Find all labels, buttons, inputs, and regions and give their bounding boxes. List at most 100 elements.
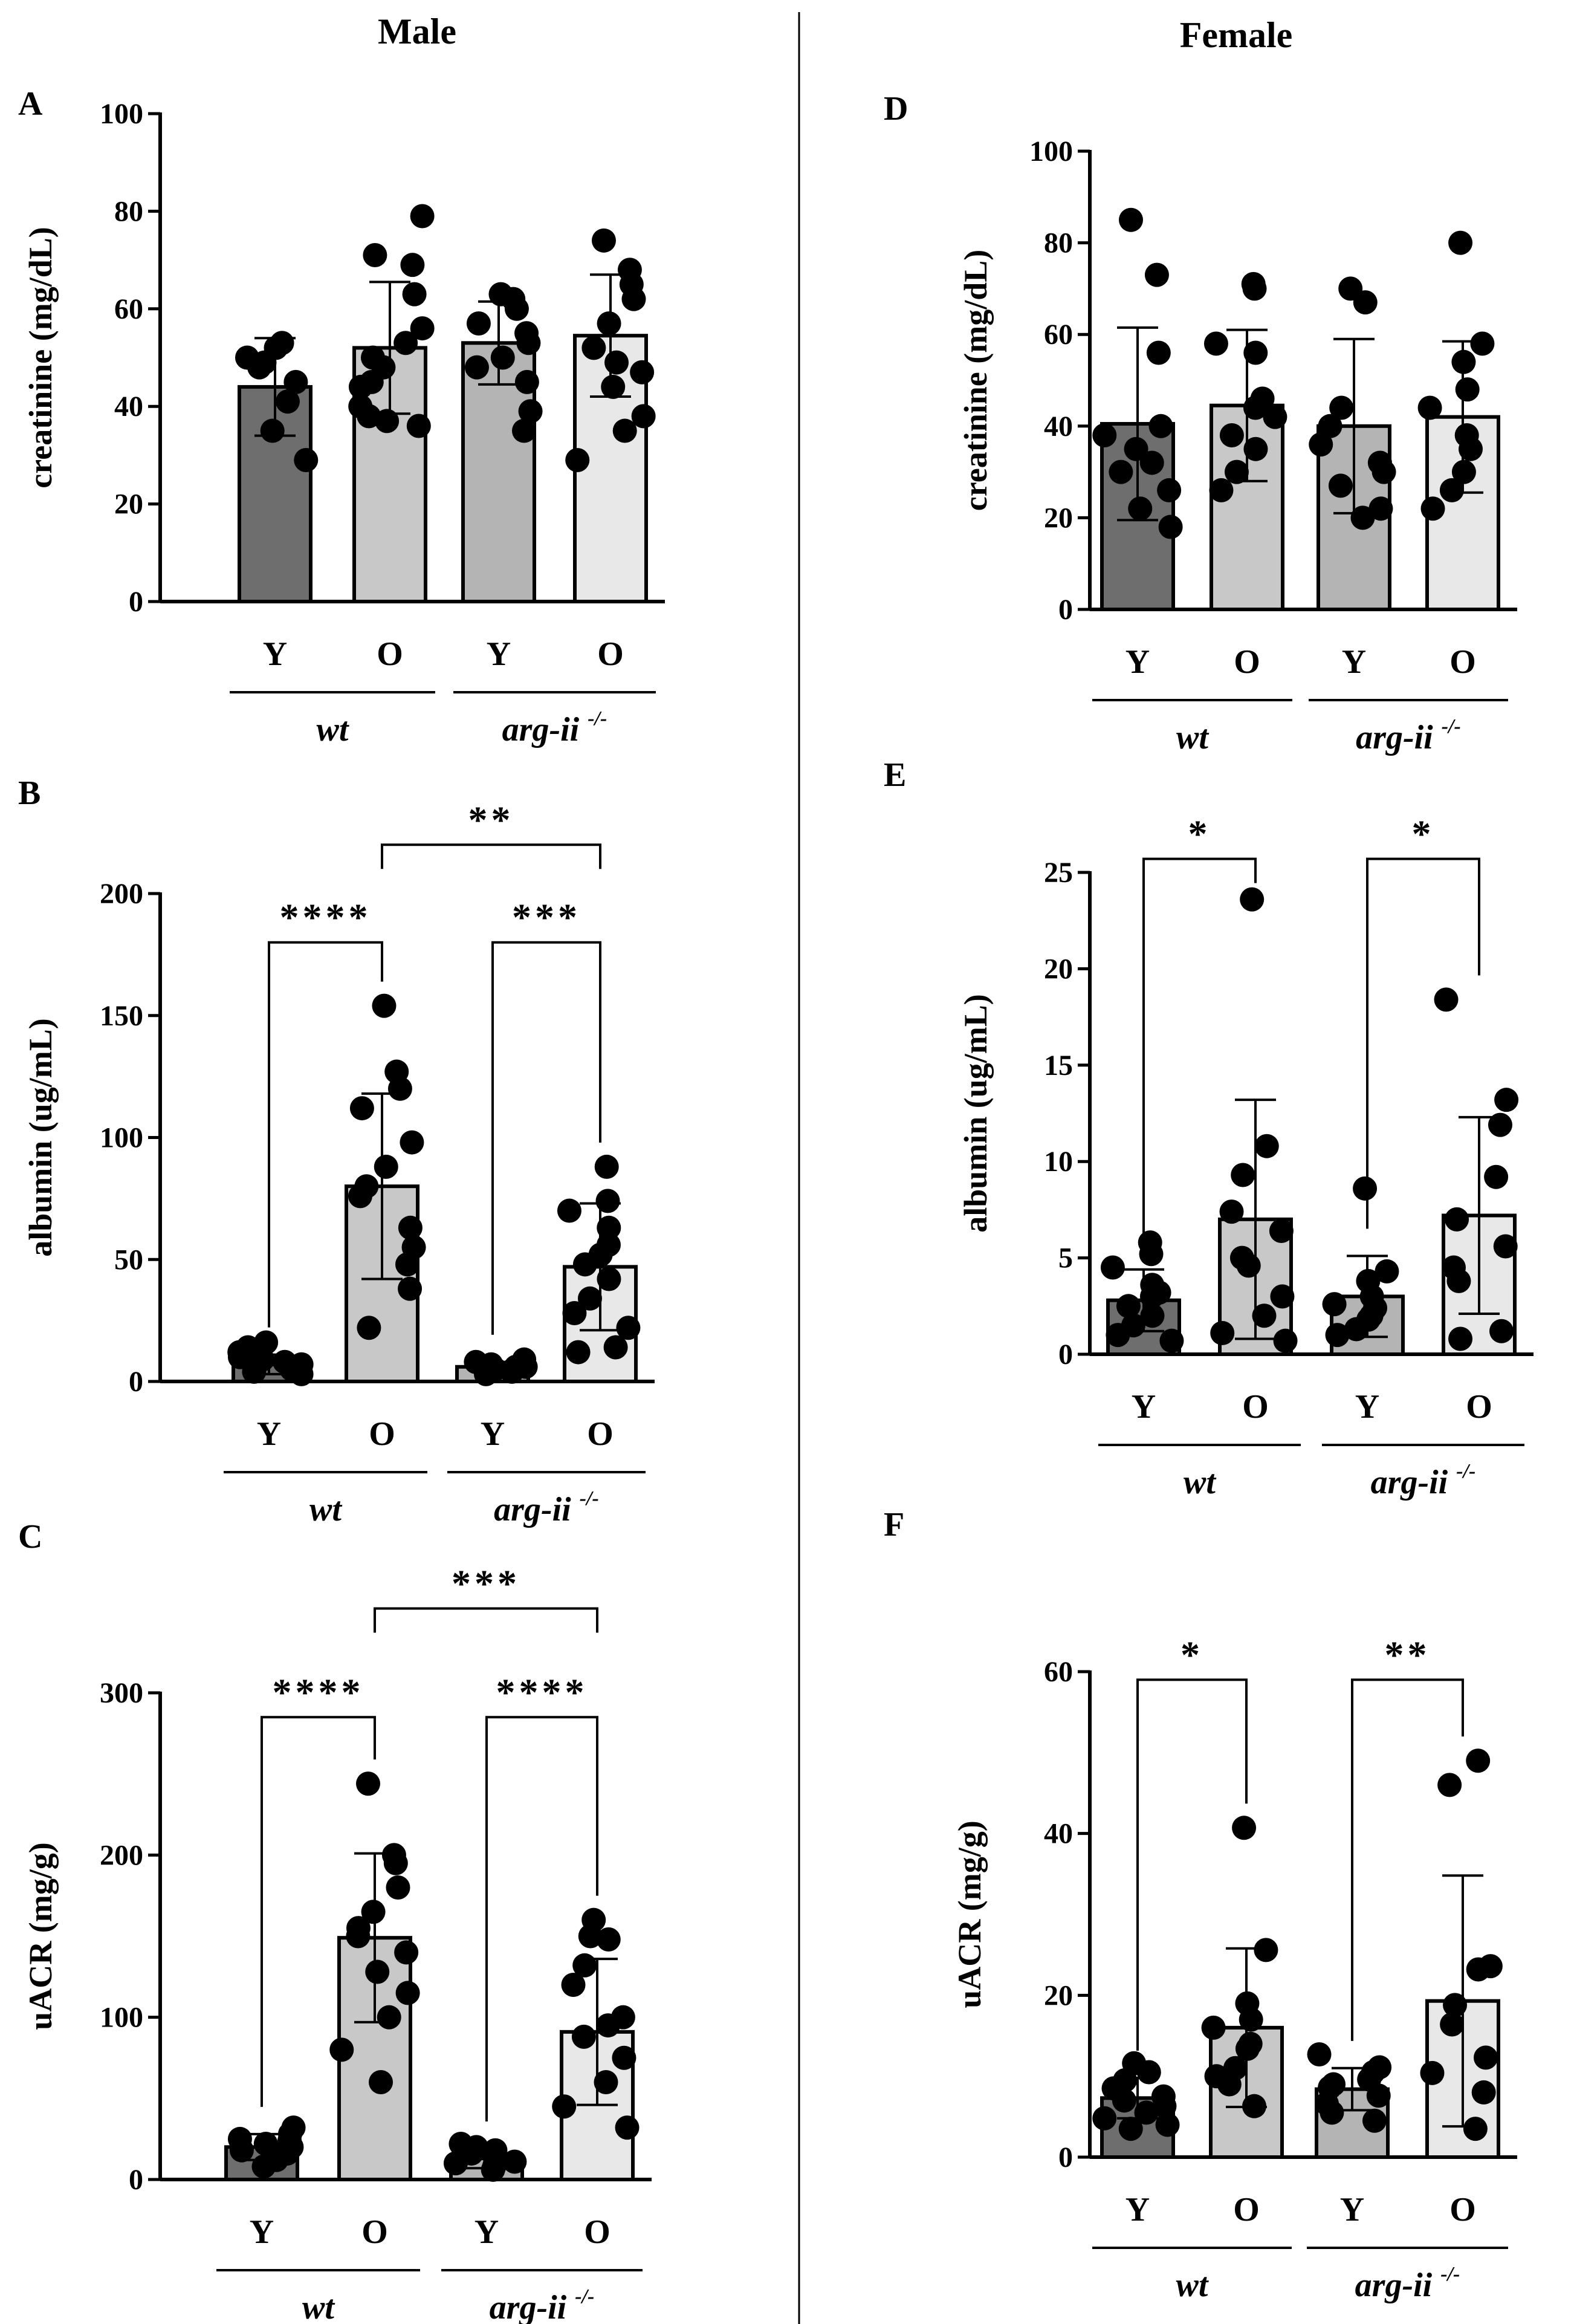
data-point <box>393 331 418 355</box>
data-point <box>387 1076 412 1101</box>
data-point <box>361 1900 386 1924</box>
data-point <box>1219 1199 1244 1224</box>
data-point <box>572 1953 597 1978</box>
y-tick-label: 20 <box>1044 953 1073 985</box>
y-tick-label: 0 <box>129 1366 143 1398</box>
data-point <box>1325 1323 1350 1348</box>
data-point <box>571 2024 596 2049</box>
y-tick-label: 100 <box>100 1122 143 1154</box>
data-point <box>1270 1284 1295 1309</box>
data-point <box>483 2138 508 2163</box>
data-point <box>1235 2036 1260 2061</box>
data-point <box>612 2045 636 2070</box>
data-point <box>594 1154 619 1179</box>
significance-label: * <box>1188 813 1211 855</box>
data-point <box>1434 987 1459 1012</box>
data-point <box>277 2128 302 2153</box>
data-point <box>1139 450 1164 475</box>
data-point <box>512 418 537 443</box>
y-tick-label: 150 <box>100 1000 143 1032</box>
group-label-wt: wt <box>317 711 349 748</box>
y-tick-label: 20 <box>1044 502 1073 534</box>
data-point <box>1273 1328 1298 1353</box>
data-point <box>464 1349 488 1374</box>
group-label-arg: arg-ii -/- <box>502 707 607 748</box>
data-point <box>1118 2117 1143 2141</box>
data-point <box>621 287 646 311</box>
data-point <box>1144 262 1169 287</box>
data-point <box>1417 395 1442 420</box>
y-tick-label: 10 <box>1044 1146 1073 1178</box>
group-label-wt: wt <box>1176 2267 1209 2304</box>
x-category-label: Y <box>250 2213 274 2251</box>
data-point <box>1116 1294 1141 1319</box>
data-point <box>490 345 515 370</box>
data-point <box>1252 1303 1277 1328</box>
data-point <box>1243 340 1268 365</box>
x-category-label: O <box>377 635 403 673</box>
data-point <box>1128 496 1153 521</box>
x-category-label: O <box>597 635 624 673</box>
x-category-label: Y <box>1132 1388 1156 1426</box>
data-point <box>283 369 308 394</box>
data-point <box>1232 1816 1257 1840</box>
data-point <box>374 1154 398 1179</box>
y-axis-label: creatinine (mg/dL) <box>957 250 994 511</box>
data-point <box>410 204 435 229</box>
x-category-label: Y <box>481 1415 505 1453</box>
data-point <box>1466 1957 1491 1982</box>
data-point <box>1242 2094 1267 2118</box>
data-point <box>398 1215 423 1240</box>
significance-label: **** <box>273 1670 364 1713</box>
data-point <box>615 2115 640 2140</box>
data-point <box>578 1924 603 1949</box>
data-point <box>483 1357 508 1381</box>
data-point <box>1463 2117 1488 2141</box>
data-point <box>597 311 621 336</box>
data-point <box>1368 496 1393 521</box>
data-point <box>365 1959 390 1984</box>
x-category-label: Y <box>1342 643 1366 681</box>
data-point <box>449 2131 473 2156</box>
data-point <box>1231 1163 1255 1187</box>
data-point <box>561 1973 586 1997</box>
y-tick-label: 5 <box>1058 1242 1073 1274</box>
significance-label: * <box>1412 813 1435 855</box>
group-label-main: arg-ii <box>502 711 588 748</box>
significance-bracket <box>1366 857 1480 1229</box>
data-point <box>1147 1280 1171 1305</box>
x-category-label: Y <box>1340 2191 1364 2228</box>
group-label-main: arg-ii <box>490 2289 575 2324</box>
data-point <box>612 418 637 443</box>
y-tick-label: 25 <box>1044 857 1073 889</box>
y-tick-label: 15 <box>1044 1050 1073 1082</box>
y-tick-label: 20 <box>114 488 143 521</box>
significance-label: * <box>1180 1633 1203 1676</box>
data-point <box>355 1771 380 1796</box>
data-point <box>1239 2007 1263 2032</box>
data-point <box>1219 423 1244 447</box>
group-label-arg: arg-ii -/- <box>1356 715 1461 756</box>
data-point <box>552 2094 577 2119</box>
y-tick-label: 20 <box>1044 1979 1073 2011</box>
data-point <box>1146 340 1171 365</box>
data-point <box>294 447 319 472</box>
data-point <box>1466 1748 1491 1773</box>
y-axis-label: uACR (mg/g) <box>951 1820 988 2008</box>
data-point <box>1459 437 1483 461</box>
data-point <box>631 404 656 429</box>
data-point <box>400 1130 424 1155</box>
data-point <box>595 1189 620 1213</box>
data-point <box>1362 2108 1387 2133</box>
y-tick-label: 80 <box>1044 227 1073 259</box>
y-axis-label: uACR (mg/g) <box>22 1842 59 2030</box>
x-category-label: Y <box>1125 643 1150 681</box>
group-label-superscript: -/- <box>575 2285 594 2308</box>
y-tick-label: 0 <box>1058 1339 1073 1371</box>
group-label-wt: wt <box>309 1491 342 1528</box>
data-point <box>1363 1296 1388 1320</box>
y-tick-label: 0 <box>1058 594 1073 626</box>
x-category-label: O <box>369 1415 395 1453</box>
group-label-main: arg-ii <box>494 1491 580 1528</box>
